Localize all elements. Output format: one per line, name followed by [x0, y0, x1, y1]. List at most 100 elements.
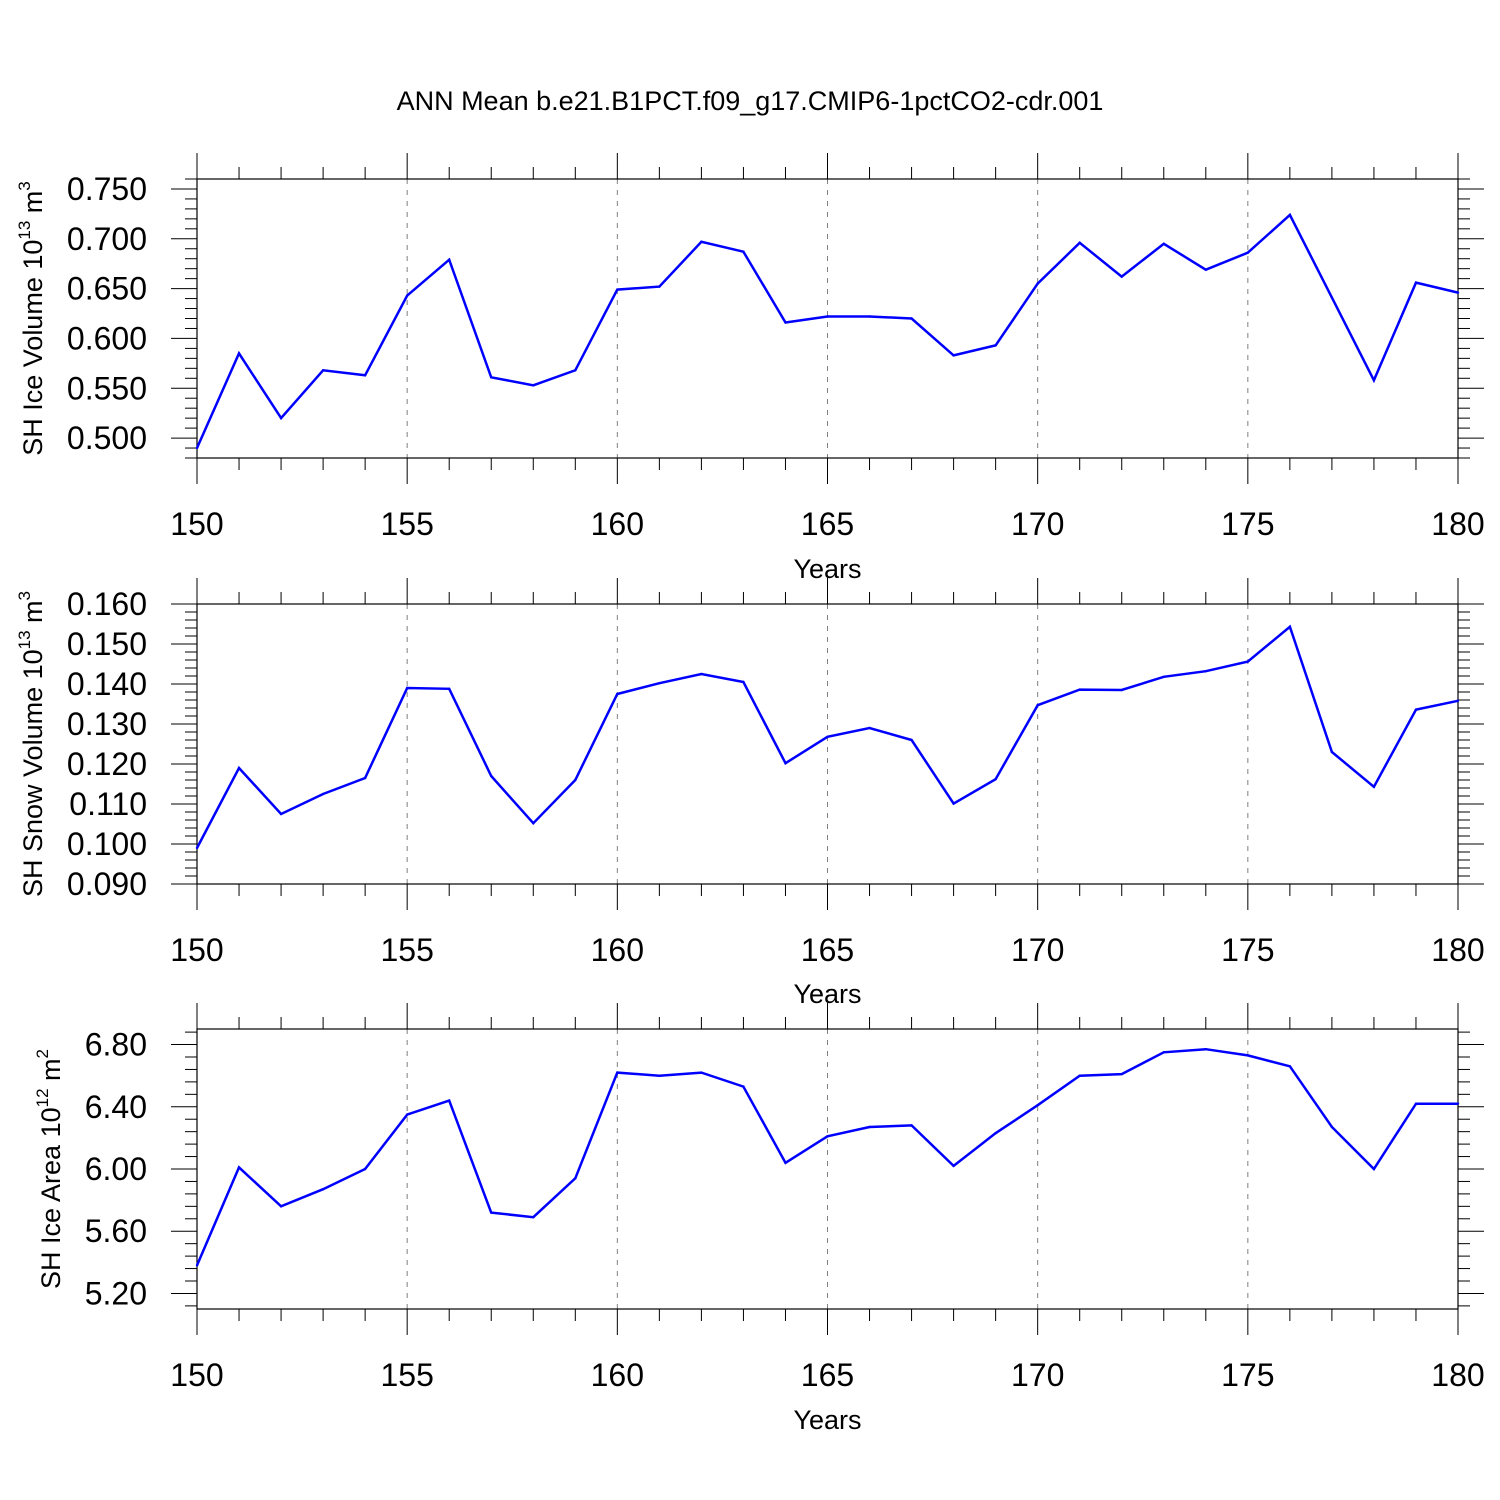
- x-tick-label: 175: [1221, 932, 1274, 968]
- data-point: [910, 1124, 913, 1127]
- data-point: [532, 1216, 535, 1219]
- y-tick-label: 0.550: [67, 370, 147, 406]
- data-point: [1162, 1051, 1165, 1054]
- data-point: [658, 1074, 661, 1077]
- data-point: [1204, 670, 1208, 673]
- x-tick-label: 155: [380, 506, 433, 542]
- x-tick-label: 165: [801, 932, 854, 968]
- data-point: [1372, 379, 1376, 382]
- x-tick-label: 150: [170, 932, 223, 968]
- data-point: [1372, 785, 1376, 788]
- x-tick-label: 155: [380, 932, 433, 968]
- data-point: [952, 802, 955, 805]
- x-tick-label: 180: [1431, 1357, 1484, 1393]
- data-point: [910, 738, 913, 742]
- x-tick-label: 170: [1011, 1357, 1064, 1393]
- data-point: [1162, 242, 1165, 245]
- data-point: [784, 762, 787, 765]
- data-point: [826, 735, 829, 738]
- x-tick-label: 175: [1221, 1357, 1274, 1393]
- data-point: [868, 726, 871, 730]
- data-point: [910, 317, 913, 320]
- data-point: [616, 692, 619, 696]
- y-tick-label: 0.600: [67, 320, 147, 356]
- data-point: [1372, 1167, 1376, 1171]
- y-tick-label: 6.80: [85, 1027, 147, 1063]
- data-point: [574, 778, 577, 782]
- y-axis-label-text: m: [18, 191, 48, 221]
- y-axis-label-text: SH Ice Area 10: [36, 1107, 66, 1289]
- data-point: [616, 288, 619, 291]
- data-point: [405, 294, 409, 297]
- data-point: [1330, 296, 1334, 299]
- data-point: [700, 1071, 703, 1074]
- y-tick-label: 0.750: [67, 171, 147, 207]
- data-point: [1204, 1048, 1208, 1051]
- y-axis-label-text: m: [36, 1058, 66, 1088]
- data-point: [952, 1164, 955, 1168]
- data-point: [574, 369, 577, 372]
- data-point: [1078, 241, 1081, 244]
- data-point: [279, 1205, 283, 1208]
- data-point: [1456, 699, 1460, 702]
- data-point: [994, 344, 997, 347]
- x-tick-label: 170: [1011, 506, 1064, 542]
- y-tick-label: 5.20: [85, 1275, 147, 1311]
- data-point: [490, 774, 493, 778]
- data-point: [784, 321, 787, 324]
- y-tick-label: 0.090: [67, 866, 147, 902]
- y-axis-label-superscript: 12: [33, 1088, 52, 1107]
- y-axis-label: SH Snow Volume 1013 m3: [15, 591, 48, 897]
- data-point: [195, 446, 199, 450]
- x-tick-label: 165: [801, 506, 854, 542]
- data-point: [1036, 282, 1039, 285]
- data-point: [363, 1167, 367, 1171]
- data-point: [1120, 1072, 1123, 1076]
- data-point: [784, 1161, 787, 1164]
- data-point: [237, 1166, 241, 1169]
- data-point: [195, 846, 199, 850]
- y-axis-label-text: SH Ice Volume 10: [18, 240, 48, 456]
- data-point: [742, 250, 745, 253]
- data-point: [826, 315, 829, 318]
- data-point: [237, 352, 241, 355]
- x-tick-label: 160: [591, 1357, 644, 1393]
- data-point: [1456, 291, 1460, 294]
- data-point: [1246, 660, 1250, 663]
- x-tick-label: 175: [1221, 506, 1274, 542]
- data-point: [405, 1113, 409, 1116]
- data-point: [700, 672, 703, 676]
- y-tick-label: 6.40: [85, 1089, 147, 1125]
- x-tick-label: 155: [380, 1357, 433, 1393]
- data-point: [616, 1071, 619, 1074]
- data-point: [994, 778, 997, 781]
- data-point: [1456, 1102, 1460, 1105]
- data-point: [1288, 213, 1292, 217]
- data-point: [1162, 675, 1165, 678]
- data-point: [1078, 1074, 1081, 1077]
- y-tick-label: 0.110: [69, 786, 147, 822]
- y-tick-label: 0.100: [67, 826, 147, 862]
- plot-frame: [196, 178, 1459, 459]
- y-tick-label: 0.150: [67, 626, 147, 662]
- x-tick-label: 160: [591, 932, 644, 968]
- x-tick-label: 150: [170, 506, 223, 542]
- y-axis-label-superscript: 3: [15, 181, 34, 190]
- data-point: [1288, 1065, 1292, 1068]
- y-tick-label: 5.60: [85, 1213, 147, 1249]
- y-axis-label-text: m: [18, 600, 48, 630]
- y-tick-label: 0.120: [67, 746, 147, 782]
- y-axis-label: SH Ice Volume 1013 m3: [15, 181, 48, 456]
- data-point: [658, 285, 661, 288]
- y-tick-label: 6.00: [85, 1151, 147, 1187]
- x-tick-label: 180: [1431, 506, 1484, 542]
- data-point: [1414, 281, 1418, 284]
- plot-frame: [196, 603, 1459, 885]
- data-point: [321, 369, 325, 372]
- data-point: [448, 258, 451, 261]
- x-tick-label: 150: [170, 1357, 223, 1393]
- chart-panel-3: 5.20 5.60 6.00 6.40 6.80 150 155 160 165 170 175 18…: [33, 1003, 1485, 1435]
- data-point: [1036, 1104, 1039, 1107]
- series-line: [195, 1047, 1458, 1266]
